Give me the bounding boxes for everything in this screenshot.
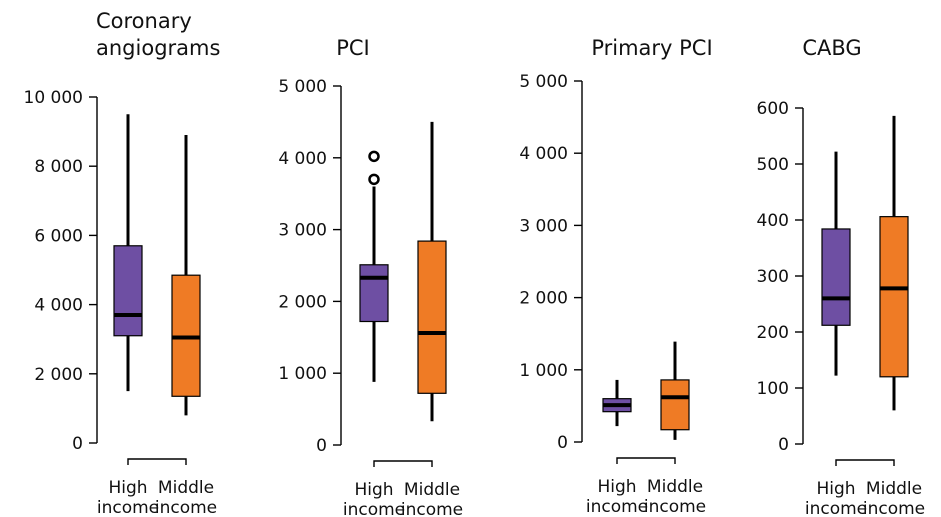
y-tick-label: 1 000 — [278, 364, 327, 384]
x-category-label: Middle — [647, 477, 703, 497]
y-tick-label: 8 000 — [34, 157, 83, 177]
x-category-label: income — [586, 497, 648, 517]
box-iqr — [359, 264, 389, 323]
x-category-label: Middle — [866, 479, 922, 499]
x-category-label: income — [644, 497, 706, 517]
x-category-label: income — [401, 500, 463, 517]
y-tick-label: 2 000 — [34, 365, 83, 385]
box-iqr — [879, 216, 909, 378]
x-category-label: High — [597, 477, 636, 497]
y-tick-label: 0 — [557, 433, 568, 453]
y-tick-label: 10 000 — [24, 88, 83, 108]
y-tick-label: 6 000 — [34, 226, 83, 246]
y-tick-label: 4 000 — [519, 144, 568, 164]
x-category-label: income — [155, 498, 217, 517]
y-tick-label: 3 000 — [278, 221, 327, 241]
y-tick-label: 500 — [757, 155, 789, 175]
x-category-label: High — [108, 478, 147, 498]
y-tick-label: 4 000 — [278, 149, 327, 169]
x-category-label: income — [863, 499, 925, 517]
chart-title: PCI — [336, 36, 370, 60]
x-category-label: income — [805, 499, 867, 517]
y-tick-label: 0 — [778, 435, 789, 455]
x-category-label: High — [816, 479, 855, 499]
box-iqr — [821, 228, 851, 326]
chart-panel: CABG0100200300400500600HighincomeMiddlei… — [757, 36, 926, 517]
y-tick-label: 0 — [316, 436, 327, 456]
y-tick-label: 200 — [757, 323, 789, 343]
y-tick-label: 5 000 — [278, 77, 327, 97]
box-iqr — [660, 379, 690, 431]
x-category-label: High — [354, 480, 393, 500]
chart-title: CABG — [802, 36, 861, 60]
y-tick-label: 4 000 — [34, 296, 83, 316]
chart-panel: Primary PCI 0 1 000 2 000 3 000 4 000 5 000 Hig… — [519, 36, 712, 517]
y-tick-label: 0 — [72, 434, 83, 454]
chart-panel: Coronary angiograms 0 2 000 4 000 6 000 8 000 1… — [24, 9, 221, 517]
y-tick-label: 400 — [757, 211, 789, 231]
chart-title: angiograms — [96, 36, 220, 60]
box-outlier — [368, 173, 380, 186]
x-category-label: Middle — [158, 478, 214, 498]
y-tick-label: 2 000 — [278, 292, 327, 312]
y-tick-label: 100 — [757, 379, 789, 399]
x-axis-bracket — [835, 459, 895, 466]
y-tick-label: 1 000 — [519, 361, 568, 381]
x-axis-bracket — [373, 460, 433, 467]
box-outlier — [368, 150, 380, 163]
x-category-label: income — [343, 500, 405, 517]
chart-title: Coronary — [96, 9, 192, 33]
box-iqr — [113, 245, 143, 337]
x-category-label: income — [97, 498, 159, 517]
y-tick-label: 3 000 — [519, 216, 568, 236]
y-tick-label: 2 000 — [519, 289, 568, 309]
x-axis-bracket — [616, 457, 676, 464]
x-axis-bracket — [127, 458, 187, 465]
chart-title: Primary PCI — [591, 36, 712, 60]
y-tick-label: 600 — [757, 99, 789, 119]
box-iqr — [417, 240, 447, 394]
x-category-label: Middle — [404, 480, 460, 500]
y-tick-label: 300 — [757, 267, 789, 287]
y-tick-label: 5 000 — [519, 72, 568, 92]
